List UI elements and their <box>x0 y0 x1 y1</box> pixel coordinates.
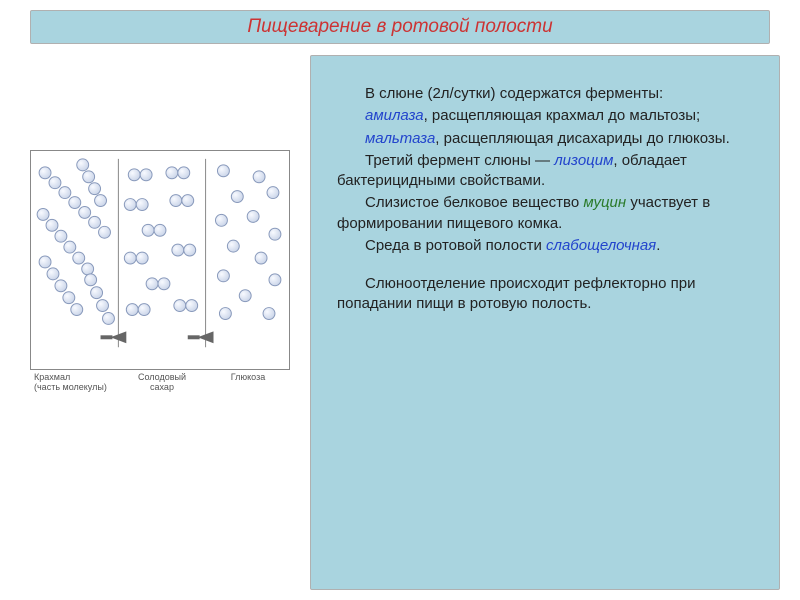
diagram-label-starch: Крахмал (часть молекулы) <box>30 372 118 392</box>
label-text: Солодовый <box>138 372 186 382</box>
para-maltase: мальтаза, расщепляющая дисахариды до глю… <box>337 129 753 149</box>
text: , расщепляющая дисахариды до глюкозы. <box>435 130 729 147</box>
content-panel: В слюне (2л/сутки) содержатся ферменты: … <box>310 55 780 590</box>
diagram-labels: Крахмал (часть молекулы) Солодовый сахар… <box>30 372 290 392</box>
label-text: Крахмал <box>34 372 70 382</box>
diagram-label-glucose: Глюкоза <box>206 372 290 392</box>
para-intro: В слюне (2л/сутки) содержатся ферменты: <box>337 84 753 104</box>
keyword-mucin: муцин <box>583 194 626 211</box>
page-title: Пищеварение в ротовой полости <box>247 16 552 38</box>
diagram-svg <box>31 151 289 369</box>
para-amylase: амилаза, расщепляющая крахмал до мальтоз… <box>337 106 753 126</box>
keyword-amylase: амилаза <box>365 107 424 124</box>
header-bar: Пищеварение в ротовой полости <box>30 10 770 44</box>
label-text: (часть молекулы) <box>34 382 107 392</box>
para-reflex: Слюноотделение происходит рефлекторно пр… <box>337 274 753 315</box>
text: Третий фермент слюны — <box>365 152 554 169</box>
label-text: Глюкоза <box>231 372 265 382</box>
text: , расщепляющая крахмал до мальтозы; <box>424 107 701 124</box>
keyword-maltase: мальтаза <box>365 130 435 147</box>
text: Слизистое белковое вещество <box>365 194 583 211</box>
text: Среда в ротовой полости <box>365 237 546 254</box>
keyword-alkaline: слабощелочная <box>546 237 656 254</box>
label-text: сахар <box>150 382 174 392</box>
para-lysozyme: Третий фермент слюны — лизоцим, обладает… <box>337 151 753 192</box>
para-environment: Среда в ротовой полости слабощелочная. <box>337 236 753 256</box>
para-mucin: Слизистое белковое вещество муцин участв… <box>337 193 753 234</box>
text: . <box>656 237 660 254</box>
diagram-label-maltose: Солодовый сахар <box>118 372 206 392</box>
starch-diagram <box>30 150 290 370</box>
keyword-lysozyme: лизоцим <box>554 152 613 169</box>
